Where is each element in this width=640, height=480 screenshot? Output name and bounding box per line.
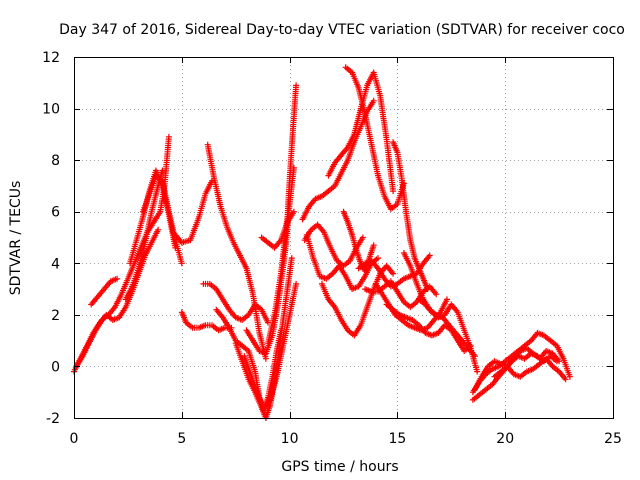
series-track-7 xyxy=(170,177,215,246)
data-point-marker xyxy=(159,167,166,174)
series-track-22 xyxy=(303,231,381,293)
data-point-marker xyxy=(562,376,569,383)
y-tick-label: 4 xyxy=(51,256,60,272)
x-tick-label: 10 xyxy=(281,431,299,447)
axis-ticks xyxy=(74,57,614,419)
x-axis-label: GPS time / hours xyxy=(281,459,398,475)
data-point-marker xyxy=(566,373,573,380)
data-point-marker xyxy=(165,133,172,140)
series-track-30 xyxy=(416,296,481,375)
x-tick-label: 25 xyxy=(604,431,622,447)
y-axis-label: SDTVAR / TECUs xyxy=(8,181,24,296)
series-track-17 xyxy=(299,97,377,223)
data-point-marker xyxy=(155,226,162,233)
series-track-10 xyxy=(204,141,269,362)
data-point-marker xyxy=(390,188,397,195)
data-point-marker xyxy=(293,82,300,89)
data-point-marker xyxy=(390,270,397,277)
series-track-20 xyxy=(390,139,431,293)
y-tick-label: 8 xyxy=(51,153,60,169)
x-tick-label: 5 xyxy=(177,431,186,447)
series-track-9 xyxy=(200,280,271,326)
series-track-21 xyxy=(301,221,366,269)
x-tick-label: 15 xyxy=(388,431,406,447)
series-track-19 xyxy=(342,64,407,213)
series-track-4 xyxy=(122,167,166,303)
data-point-marker xyxy=(370,97,377,104)
series-track-6 xyxy=(140,172,185,267)
axis-tick-labels: 0 5 10 15 20 25 -2 0 2 4 6 8 10 12 xyxy=(42,50,622,447)
chart-title: Day 347 of 2016, Sidereal Day-to-day VTE… xyxy=(59,22,625,38)
y-tick-label: -2 xyxy=(46,411,60,427)
series-track-13 xyxy=(241,280,300,414)
y-tick-label: 6 xyxy=(51,205,60,221)
grid-lines xyxy=(74,57,613,418)
series-track-34 xyxy=(491,345,563,380)
data-point-marker xyxy=(426,252,433,259)
data-point-marker xyxy=(375,255,381,262)
data-point-marker xyxy=(474,368,481,375)
data-point-marker xyxy=(359,234,366,241)
y-tick-label: 2 xyxy=(51,308,60,324)
data-point-marker xyxy=(178,260,185,267)
data-point-marker xyxy=(290,208,297,215)
y-tick-label: 10 xyxy=(42,102,60,118)
data-marks xyxy=(71,64,573,421)
data-point-marker xyxy=(293,280,300,287)
x-tick-label: 0 xyxy=(70,431,79,447)
data-point-marker xyxy=(433,291,440,298)
data-point-marker xyxy=(370,242,377,249)
series-track-16 xyxy=(258,208,297,251)
y-tick-label: 12 xyxy=(42,50,60,66)
data-point-marker xyxy=(114,275,121,282)
data-point-marker xyxy=(262,355,269,362)
y-tick-label: 0 xyxy=(51,359,60,375)
data-point-marker xyxy=(288,255,295,262)
data-point-marker xyxy=(444,296,450,303)
data-point-marker xyxy=(556,358,563,365)
series-track-18 xyxy=(325,69,397,195)
x-tick-label: 20 xyxy=(496,431,514,447)
series-track-3 xyxy=(88,275,121,308)
plot-frame xyxy=(74,57,614,419)
